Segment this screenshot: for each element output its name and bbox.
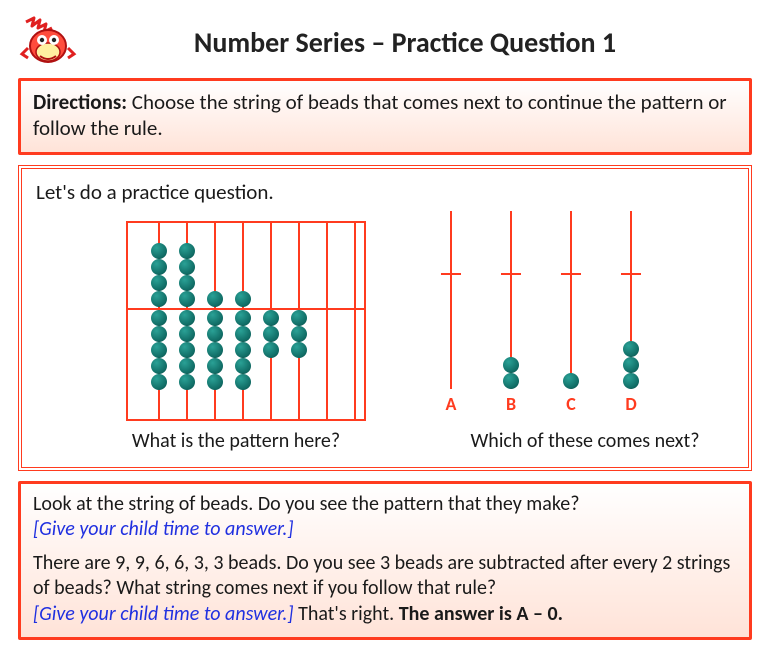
answer-rod [630,211,632,389]
bead [291,326,307,342]
answer-bead-stack [503,357,519,389]
answer-tick [441,273,461,275]
bead [263,342,279,358]
header: Number Series – Practice Question 1 [18,10,752,78]
bead [207,326,223,342]
bead [179,374,195,390]
abacus-diagram [126,221,366,421]
bead [207,374,223,390]
choice-caption: Which of these comes next? [436,429,734,453]
bead [291,310,307,326]
bead [235,326,251,342]
explain-hint2: [Give your child time to answer.] [33,602,294,626]
bead [623,341,639,357]
answer-options: ABCD [396,211,734,421]
bead [151,358,167,374]
bead [623,357,639,373]
bead [151,275,167,291]
directions-box: Directions: Choose the string of beads t… [18,78,752,155]
bead [151,310,167,326]
bead [503,357,519,373]
bead [179,259,195,275]
abacus-rod [326,223,328,419]
answer-rod [510,211,512,389]
bead [207,310,223,326]
bead [179,326,195,342]
bead [291,342,307,358]
answer-tick [621,273,641,275]
question-lead: Let's do a practice question. [36,179,734,205]
bead [179,310,195,326]
answer-tick [561,273,581,275]
bead [179,342,195,358]
bead [179,275,195,291]
bead [179,291,195,307]
abacus-rod [354,223,356,419]
bead [179,243,195,259]
bead [503,373,519,389]
bead [263,310,279,326]
bead [235,358,251,374]
answer-label: D [606,393,656,415]
answer-rod [450,211,452,389]
bead [263,326,279,342]
bead [563,373,579,389]
bead [151,374,167,390]
explain-p2b: That's right. [298,602,394,626]
answer-tick [501,273,521,275]
answer-label: A [426,393,476,415]
bead [235,291,251,307]
dragon-mascot-icon [18,14,78,70]
answer-bead-stack [623,341,639,389]
answer-option: C [546,211,596,415]
bead [151,326,167,342]
bead [623,373,639,389]
question-box: Let's do a practice question. ABCD What … [18,165,752,471]
bead [207,342,223,358]
explanation-box: Look at the string of beads. Do you see … [18,481,752,641]
bead [179,358,195,374]
directions-label: Directions: [33,89,127,115]
answer-option: D [606,211,656,415]
explain-p1: Look at the string of beads. Do you see … [33,492,580,516]
bead [207,291,223,307]
pattern-caption: What is the pattern here? [36,429,436,453]
bead [207,358,223,374]
bead [151,342,167,358]
answer-option: A [426,211,476,415]
explain-answer: The answer is A – 0. [399,602,563,626]
page-title: Number Series – Practice Question 1 [98,25,752,60]
bead [235,374,251,390]
answer-label: C [546,393,596,415]
bead [151,259,167,275]
answer-bead-stack [563,373,579,389]
bead [151,243,167,259]
answer-label: B [486,393,536,415]
answer-option: B [486,211,536,415]
bead [235,310,251,326]
bead [151,291,167,307]
explain-p2a: There are 9, 9, 6, 6, 3, 3 beads. Do you… [33,551,730,601]
answer-rod [570,211,572,389]
bead [235,342,251,358]
directions-text: Choose the string of beads that comes ne… [33,89,727,141]
explain-hint1: [Give your child time to answer.] [33,517,294,541]
